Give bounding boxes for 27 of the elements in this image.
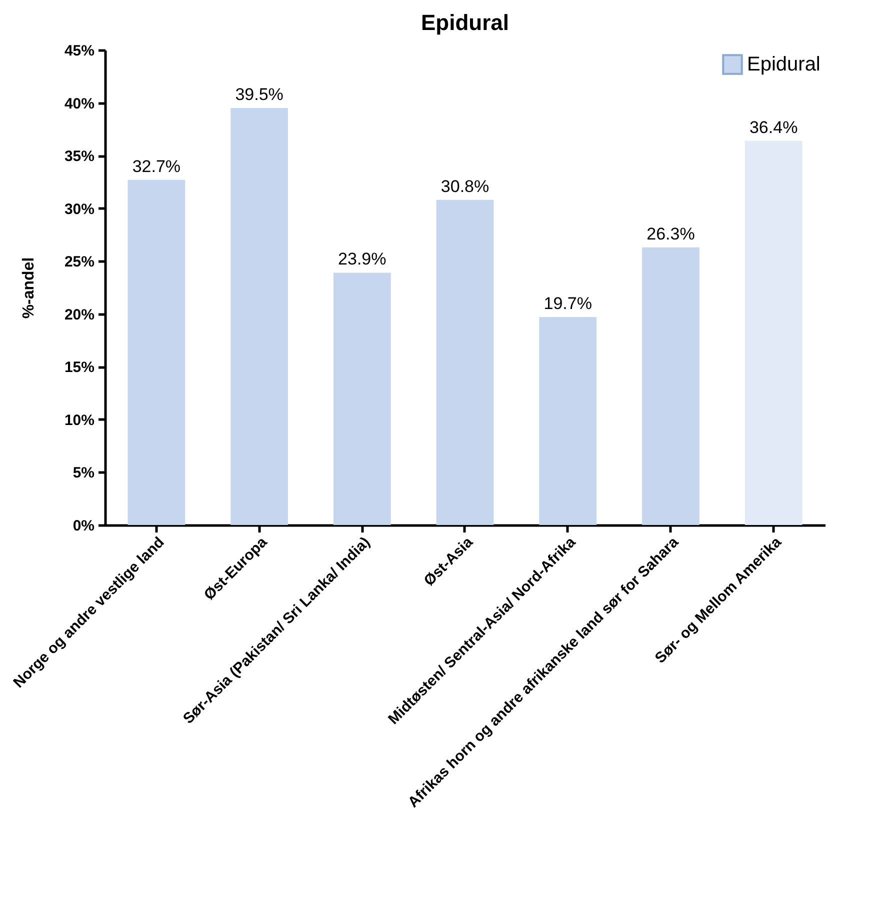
y-tick-label: 40% (64, 95, 94, 112)
y-tick-label: 30% (64, 200, 94, 218)
y-tick-label: 0% (72, 518, 94, 534)
bar (230, 108, 288, 525)
bar (642, 247, 700, 525)
data-label: 26.3% (646, 224, 695, 244)
legend-label: Epidural (747, 54, 820, 76)
y-tick-label: 35% (64, 148, 94, 166)
bar (539, 317, 597, 525)
chart-title: Epidural (420, 10, 510, 35)
data-label: 32.7% (132, 156, 181, 176)
data-label: 23.9% (338, 250, 386, 269)
y-tick-label: 45% (64, 42, 94, 60)
data-label: 19.7% (544, 294, 592, 314)
y-tick-label: 10% (64, 412, 94, 429)
bar (128, 180, 186, 525)
data-label: 39.5% (235, 85, 284, 104)
y-tick-label: 15% (64, 359, 94, 376)
y-tick-label: 25% (64, 254, 94, 271)
bar (436, 200, 494, 525)
data-label: 36.4% (749, 118, 798, 137)
y-axis-title: %-andel (20, 257, 38, 319)
y-tick-label: 5% (72, 464, 94, 482)
bar (333, 272, 391, 525)
y-tick-label: 20% (64, 306, 94, 324)
bar (744, 140, 802, 525)
data-label: 30.8% (440, 176, 490, 196)
